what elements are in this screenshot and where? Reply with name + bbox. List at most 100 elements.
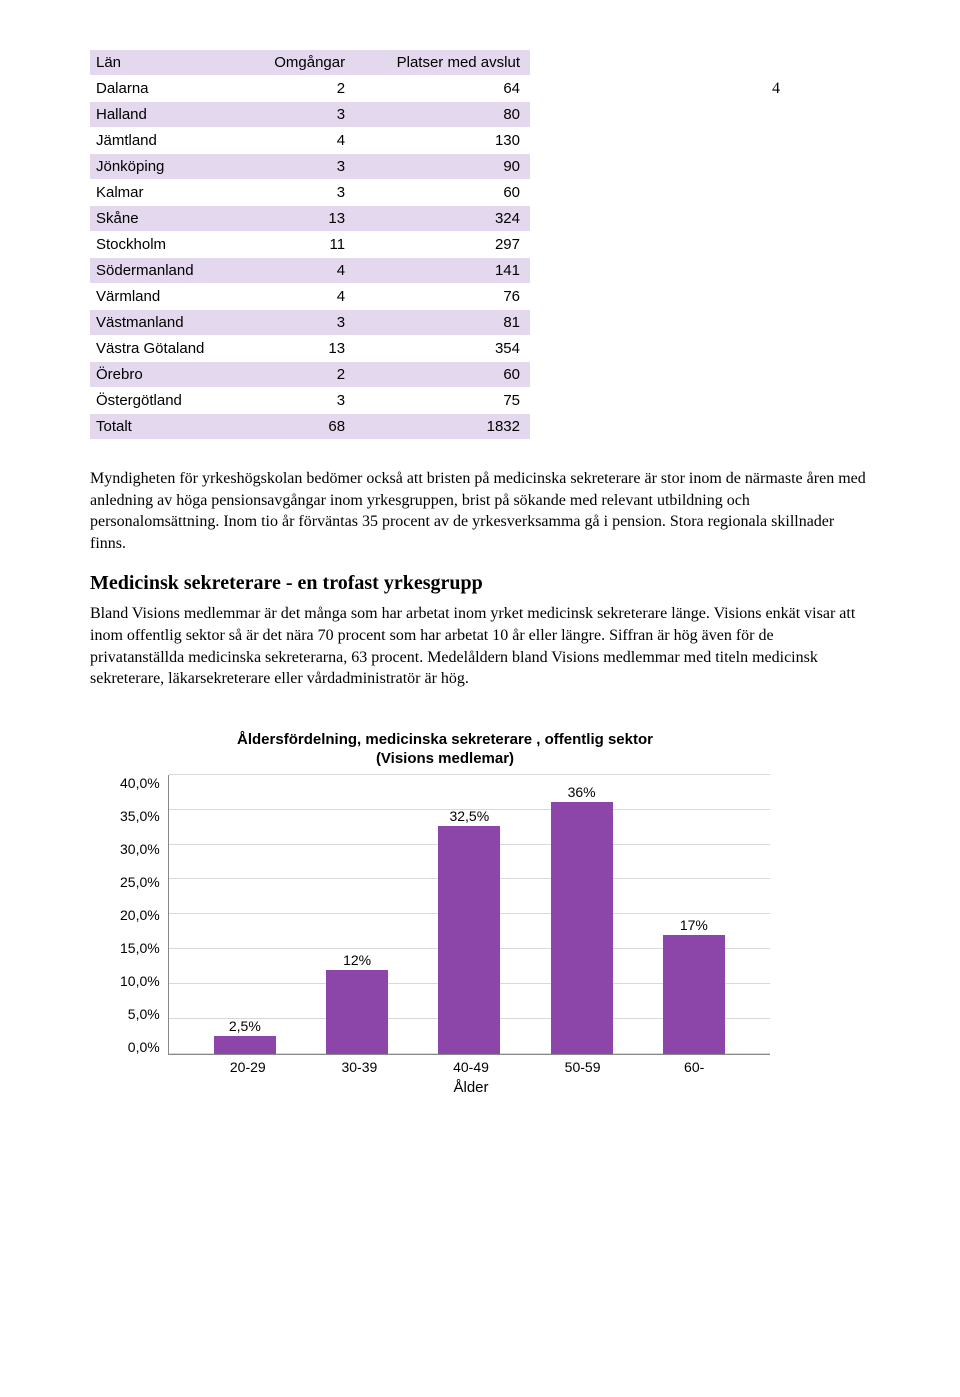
cell-omg: 3 [246, 102, 355, 128]
x-category: 50-59 [543, 1059, 623, 1075]
cell-lan: Dalarna [90, 76, 246, 102]
cell-omg: 3 [246, 154, 355, 180]
table-row: Västmanland381 [90, 310, 530, 336]
cell-omg: 11 [246, 232, 355, 258]
bar [326, 970, 388, 1054]
table-row: Dalarna264 [90, 76, 530, 102]
table-row: Stockholm11297 [90, 232, 530, 258]
y-tick: 5,0% [128, 1006, 160, 1022]
table-row: Södermanland4141 [90, 258, 530, 284]
cell-platser: 75 [355, 388, 530, 414]
bar-value-label: 36% [568, 784, 596, 800]
y-tick: 40,0% [120, 775, 160, 791]
cell-omg: 4 [246, 128, 355, 154]
bar-value-label: 2,5% [229, 1018, 261, 1034]
table-row: Halland380 [90, 102, 530, 128]
chart-title: Åldersfördelning, medicinska sekreterare… [120, 730, 770, 769]
x-category: 60- [654, 1059, 734, 1075]
bar [551, 802, 613, 1054]
table-row: Skåne13324 [90, 206, 530, 232]
cell-lan: Västmanland [90, 310, 246, 336]
bar-value-label: 12% [343, 952, 371, 968]
bar [438, 826, 500, 1054]
col-platser: Platser med avslut [355, 50, 530, 76]
cell-omg: 68 [246, 414, 355, 440]
page-number: 4 [772, 80, 780, 98]
cell-platser: 80 [355, 102, 530, 128]
cell-platser: 90 [355, 154, 530, 180]
cell-platser: 64 [355, 76, 530, 102]
cell-omg: 2 [246, 76, 355, 102]
y-axis: 40,0% 35,0% 30,0% 25,0% 20,0% 15,0% 10,0% 5,0% 0… [120, 775, 168, 1055]
section-heading: Medicinsk sekreterare - en trofast yrkes… [90, 572, 870, 595]
bar-value-label: 32,5% [449, 808, 489, 824]
cell-lan: Södermanland [90, 258, 246, 284]
cell-lan: Halland [90, 102, 246, 128]
cell-omg: 3 [246, 388, 355, 414]
cell-omg: 2 [246, 362, 355, 388]
y-tick: 20,0% [120, 907, 160, 923]
cell-omg: 3 [246, 180, 355, 206]
x-category: 20-29 [208, 1059, 288, 1075]
cell-lan: Skåne [90, 206, 246, 232]
bar-slot: 17% [654, 917, 734, 1054]
bar-value-label: 17% [680, 917, 708, 933]
cell-lan: Örebro [90, 362, 246, 388]
bar [214, 1036, 276, 1054]
age-distribution-chart: Åldersfördelning, medicinska sekreterare… [120, 730, 770, 1096]
y-tick: 10,0% [120, 973, 160, 989]
cell-lan: Totalt [90, 414, 246, 440]
cell-platser: 141 [355, 258, 530, 284]
table-row: Kalmar360 [90, 180, 530, 206]
cell-lan: Östergötland [90, 388, 246, 414]
table-row: Värmland476 [90, 284, 530, 310]
col-omg: Omgångar [246, 50, 355, 76]
paragraph-pension: Myndigheten för yrkeshögskolan bedömer o… [90, 468, 870, 554]
y-tick: 15,0% [120, 940, 160, 956]
table-row: Jönköping390 [90, 154, 530, 180]
x-axis-title: Ålder [172, 1079, 770, 1096]
cell-omg: 4 [246, 284, 355, 310]
cell-platser: 130 [355, 128, 530, 154]
col-lan: Län [90, 50, 246, 76]
cell-lan: Värmland [90, 284, 246, 310]
cell-platser: 60 [355, 180, 530, 206]
cell-omg: 3 [246, 310, 355, 336]
table-row: Jämtland4130 [90, 128, 530, 154]
cell-platser: 354 [355, 336, 530, 362]
gridline [169, 774, 770, 775]
table-row: Västra Götaland13354 [90, 336, 530, 362]
bar-slot: 32,5% [429, 808, 509, 1054]
bar-slot: 36% [542, 784, 622, 1054]
y-tick: 0,0% [128, 1039, 160, 1055]
cell-lan: Jönköping [90, 154, 246, 180]
cell-platser: 76 [355, 284, 530, 310]
chart-title-line2: (Visions medlemar) [376, 750, 514, 767]
cell-platser: 297 [355, 232, 530, 258]
bar-slot: 12% [317, 952, 397, 1054]
cell-platser: 324 [355, 206, 530, 232]
x-category: 40-49 [431, 1059, 511, 1075]
table-row: Östergötland375 [90, 388, 530, 414]
cell-lan: Jämtland [90, 128, 246, 154]
table-row: Örebro260 [90, 362, 530, 388]
table-row: Totalt681832 [90, 414, 530, 440]
bar-slot: 2,5% [205, 1018, 285, 1054]
y-tick: 35,0% [120, 808, 160, 824]
y-tick: 30,0% [120, 841, 160, 857]
county-table: Län Omgångar Platser med avslut Dalarna2… [90, 50, 530, 440]
cell-platser: 1832 [355, 414, 530, 440]
x-category: 30-39 [319, 1059, 399, 1075]
cell-omg: 13 [246, 206, 355, 232]
cell-lan: Stockholm [90, 232, 246, 258]
bar [663, 935, 725, 1054]
cell-lan: Kalmar [90, 180, 246, 206]
x-axis: 20-29 30-39 40-49 50-59 60- [172, 1055, 770, 1075]
cell-lan: Västra Götaland [90, 336, 246, 362]
plot-area: 2,5% 12% 32,5% 36% 17% [168, 775, 770, 1055]
cell-omg: 13 [246, 336, 355, 362]
paragraph-tenure: Bland Visions medlemmar är det många som… [90, 603, 870, 689]
y-tick: 25,0% [120, 874, 160, 890]
cell-platser: 60 [355, 362, 530, 388]
cell-platser: 81 [355, 310, 530, 336]
